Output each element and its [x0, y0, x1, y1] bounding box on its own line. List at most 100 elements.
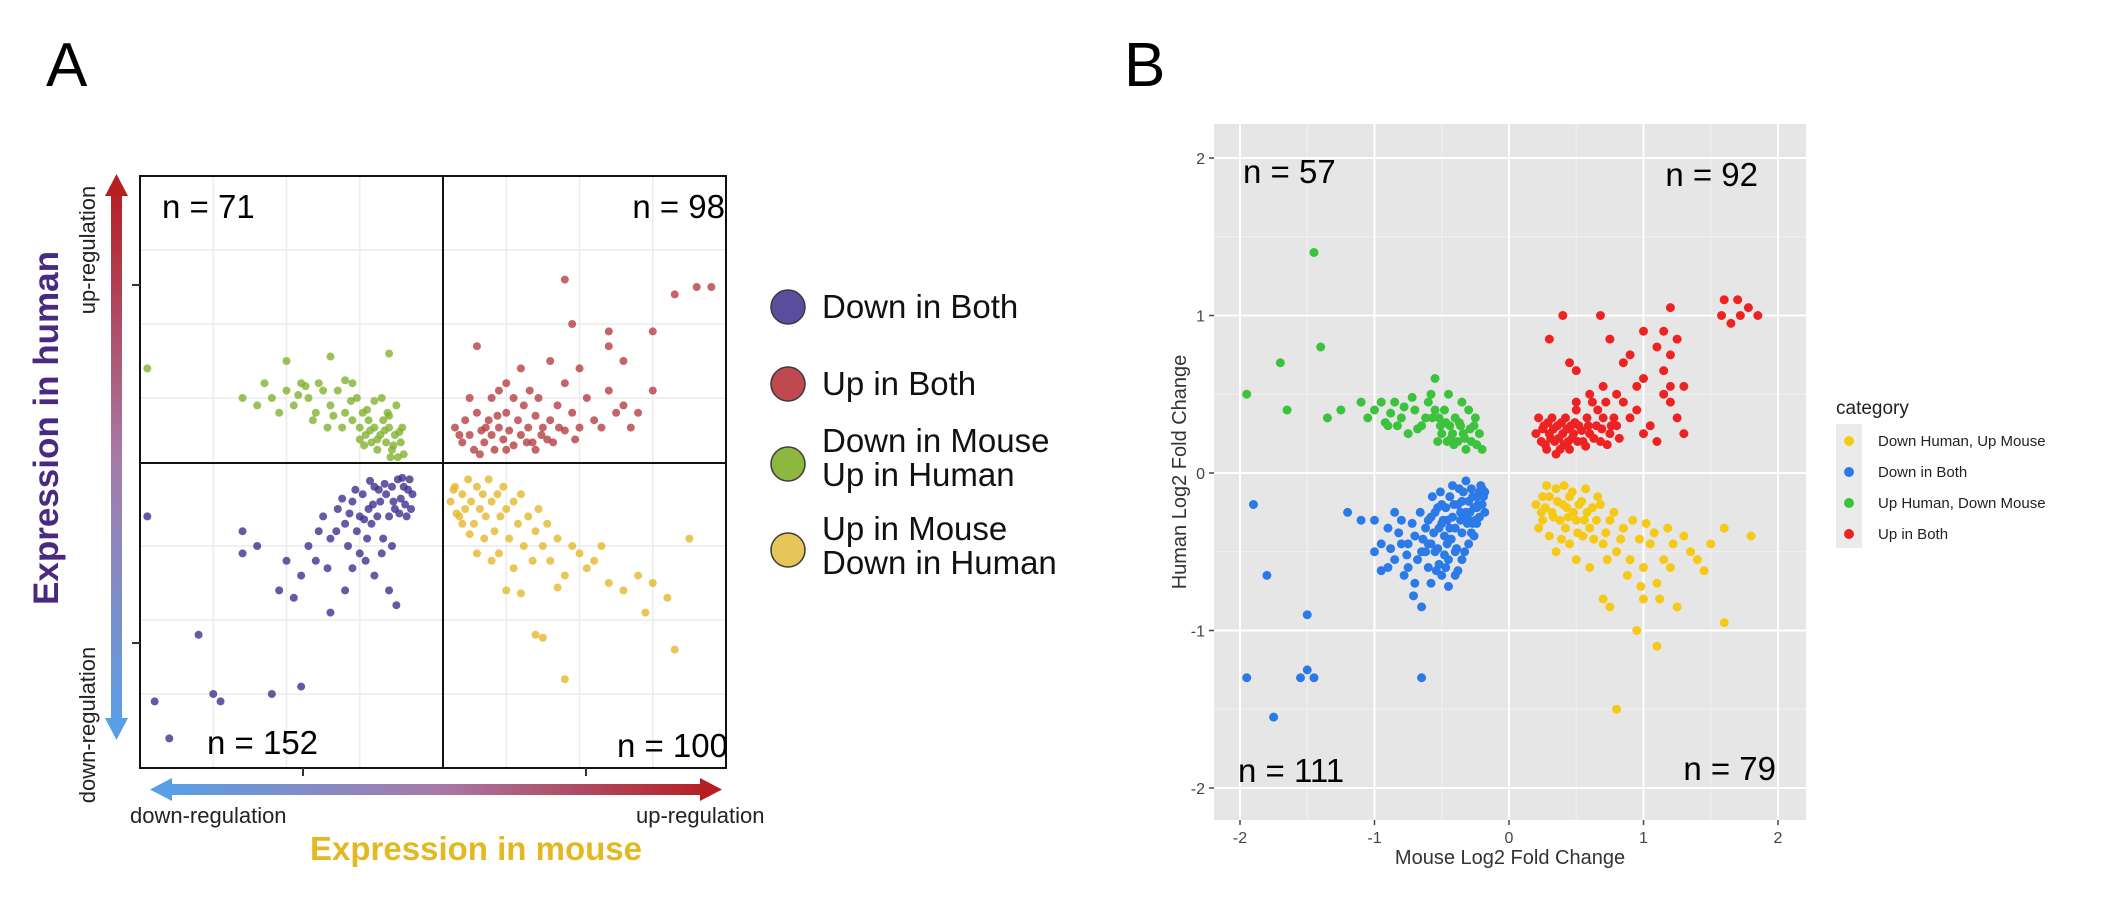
panel-a-point-down-in-both [396, 494, 405, 503]
panel-a-point-up-in-mouse-down-in-human [449, 485, 458, 494]
panel-b-point-down-in-both [1426, 578, 1436, 588]
panel-b-point-up-in-both [1565, 358, 1575, 368]
panel-b-point-up-in-both [1582, 413, 1592, 423]
panel-b-point-down-in-both [1439, 531, 1449, 541]
panel-a-point-up-in-mouse-down-in-human [543, 519, 552, 528]
panel-b-point-down-in-both [1376, 539, 1386, 549]
panel-a-legend-item-down-in-both: Down in Both [770, 288, 1018, 325]
panel-b-point-up-human-down-mouse [1282, 405, 1292, 415]
panel-b-point-up-in-both [1743, 303, 1753, 313]
panel-a-point-down-in-mouse-up-in-human [395, 428, 404, 437]
panel-b-letter: B [1124, 31, 1165, 100]
panel-b-point-down-human-up-mouse [1652, 578, 1662, 588]
panel-b-point-up-in-both [1556, 418, 1566, 428]
panel-b-point-down-in-both [1433, 503, 1443, 513]
panel-a-point-down-in-both [351, 485, 360, 494]
panel-a-point-up-in-mouse-down-in-human [524, 512, 533, 521]
panel-a-point-down-in-mouse-up-in-human [238, 394, 247, 402]
panel-a-point-up-in-both [509, 441, 518, 450]
panel-a-point-up-in-mouse-down-in-human [446, 497, 455, 506]
panel-a-point-up-in-both [619, 357, 628, 365]
panel-b-point-down-in-both [1248, 500, 1258, 509]
panel-b-y-tick-label: -2 [1191, 781, 1205, 798]
panel-b-point-down-human-up-mouse [1542, 481, 1552, 491]
panel-b-point-down-in-both [1453, 566, 1463, 576]
panel-b-point-down-in-both [1469, 531, 1479, 541]
panel-a-point-up-in-both [560, 275, 569, 284]
panel-a-point-up-in-mouse-down-in-human [546, 556, 555, 565]
panel-b-point-up-in-both [1585, 389, 1595, 399]
panel-b-point-up-in-both [1679, 381, 1689, 391]
panel-a-point-down-in-both [344, 542, 353, 550]
panel-b-point-up-in-both [1546, 433, 1556, 443]
panel-b-count-bottom-right: n = 79 [1683, 750, 1776, 787]
panel-a-point-up-in-mouse-down-in-human [467, 497, 476, 506]
panel-b-x-tick-label: -2 [1233, 830, 1247, 847]
panel-a-point-down-in-mouse-up-in-human [383, 408, 392, 417]
panel-b-point-up-human-down-mouse [1363, 413, 1373, 423]
panel-b-point-up-in-both [1573, 437, 1583, 446]
panel-b-point-down-in-both [1343, 507, 1353, 517]
panel-a-points [143, 275, 716, 743]
panel-a-point-down-in-mouse-up-in-human [143, 364, 152, 373]
panel-b-point-down-human-up-mouse [1571, 555, 1581, 565]
panel-b-point-down-in-both [1465, 507, 1475, 517]
panel-a-point-up-in-mouse-down-in-human [509, 564, 518, 573]
panel-a-point-up-in-both [458, 438, 467, 447]
panel-a-point-up-in-both [575, 423, 584, 432]
panel-a-point-up-in-mouse-down-in-human [496, 512, 505, 521]
panel-b-point-up-in-both [1593, 405, 1603, 415]
panel-a-point-up-in-mouse-down-in-human [619, 586, 628, 595]
panel-b-point-down-human-up-mouse [1591, 515, 1601, 525]
panel-a-point-up-in-mouse-down-in-human [560, 675, 569, 684]
panel-a-legend-swatch [770, 366, 806, 402]
panel-b-point-down-in-both [1421, 523, 1431, 533]
human-expression-axis-title: Expression in human [27, 251, 66, 605]
panel-b-point-down-human-up-mouse [1601, 528, 1611, 538]
panel-a-point-up-in-both [537, 431, 546, 439]
panel-b-point-down-in-both [1413, 555, 1423, 565]
panel-a-point-down-in-both [377, 549, 386, 558]
panel-b-point-down-human-up-mouse [1639, 563, 1648, 572]
panel-b-point-up-in-both [1639, 429, 1648, 439]
panel-b-point-down-in-both [1421, 547, 1431, 557]
panel-b-point-down-human-up-mouse [1531, 500, 1541, 509]
panel-a-point-up-in-mouse-down-in-human [461, 505, 470, 513]
panel-a-legend-label: Up in Mouse [822, 510, 1007, 547]
panel-a-point-up-in-both [465, 394, 474, 402]
panel-a-point-up-in-mouse-down-in-human [487, 556, 496, 565]
panel-b-point-up-in-both [1609, 413, 1619, 423]
panel-b-point-up-human-down-mouse [1370, 405, 1379, 415]
panel-b-point-up-human-down-mouse [1457, 397, 1467, 407]
panel-b-point-down-human-up-mouse [1665, 563, 1675, 572]
panel-a-point-up-in-mouse-down-in-human [484, 475, 493, 484]
panel-b-point-up-in-both [1733, 295, 1743, 305]
panel-b-point-down-human-up-mouse [1659, 555, 1669, 565]
panel-a-point-up-in-both [499, 435, 508, 444]
panel-b-point-down-human-up-mouse [1563, 512, 1573, 522]
panel-a-legend-item-up-in-both: Up in Both [770, 365, 976, 402]
panel-a-point-down-in-both [253, 542, 262, 550]
panel-b-point-up-human-down-mouse [1242, 389, 1252, 399]
panel-a-point-up-in-mouse-down-in-human [516, 589, 525, 598]
panel-a-point-down-in-mouse-up-in-human [348, 416, 357, 425]
panel-a-point-down-in-both [367, 519, 376, 528]
panel-b-legend-item-up-in-both: Up in Both [1844, 526, 1948, 543]
panel-a-point-up-in-mouse-down-in-human [502, 505, 511, 513]
panel-b-point-up-human-down-mouse [1376, 397, 1386, 407]
human-down-regulation-label: down-regulation [75, 647, 100, 804]
mouse-up-regulation-label: up-regulation [636, 803, 764, 828]
panel-b-point-down-human-up-mouse [1612, 704, 1622, 714]
panel-b-legend-label: Up in Both [1878, 526, 1948, 543]
panel-a-point-down-in-both [216, 697, 225, 706]
panel-b-point-down-human-up-mouse [1538, 515, 1548, 525]
panel-b-point-down-in-both [1403, 539, 1413, 549]
panel-a-point-up-in-both [612, 408, 621, 417]
panel-b-point-up-in-both [1571, 366, 1581, 376]
panel-a-point-up-in-mouse-down-in-human [531, 527, 540, 536]
panel-a-point-down-in-both [345, 509, 354, 518]
panel-a-point-up-in-both [480, 438, 489, 447]
panel-b-point-up-in-both [1639, 326, 1648, 336]
panel-a-point-up-in-both [575, 364, 584, 373]
